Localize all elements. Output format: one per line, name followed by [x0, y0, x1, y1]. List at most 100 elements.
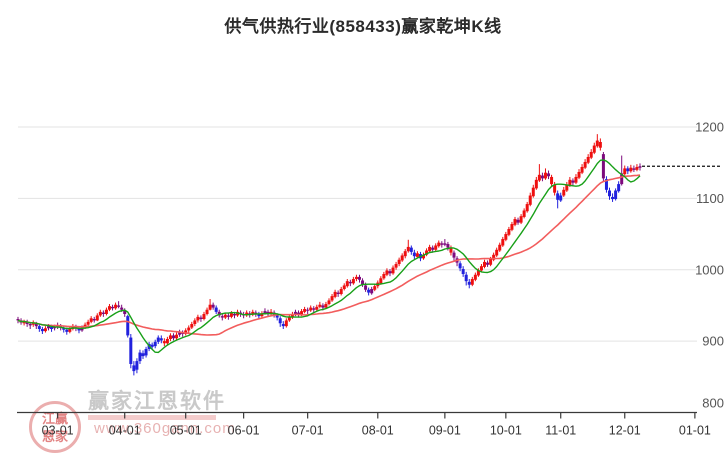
candle-body: [114, 304, 118, 309]
candle-body: [229, 313, 233, 317]
candle-body: [391, 267, 395, 274]
candle-body: [290, 314, 294, 318]
candle-body: [403, 251, 407, 257]
candle-body: [107, 306, 111, 310]
candle-body: [300, 311, 304, 315]
candle-body: [98, 311, 102, 316]
x-axis-label: 11-01: [545, 424, 576, 438]
y-axis-label: 1200: [695, 120, 724, 135]
candle-body: [373, 286, 377, 290]
candle-body: [409, 247, 413, 252]
candle-body: [354, 276, 358, 280]
candle-body: [165, 338, 169, 344]
candle-body: [562, 189, 566, 196]
candle-body: [626, 168, 630, 172]
candle-body: [559, 195, 563, 201]
candle-body: [303, 309, 307, 312]
candle-body: [589, 151, 593, 158]
candle-body: [68, 328, 72, 332]
candle-body: [159, 338, 163, 341]
candle-body: [65, 329, 69, 332]
candle-body: [266, 311, 270, 315]
candle-body: [385, 270, 389, 275]
candle-body: [382, 274, 386, 279]
candle-body: [342, 285, 346, 290]
candle-body: [223, 314, 227, 318]
candle-body: [577, 171, 581, 178]
candle-body: [156, 337, 160, 342]
candle-body: [437, 242, 441, 247]
candle-body: [104, 309, 108, 315]
ma-fast-line: [17, 159, 641, 354]
candle-body: [367, 289, 371, 293]
candle-body: [321, 305, 325, 308]
candle-body: [598, 141, 602, 148]
candle-body: [412, 252, 416, 257]
candle-body: [217, 311, 221, 316]
candle-body: [205, 309, 209, 315]
candle-body: [601, 154, 605, 179]
candle-body: [550, 176, 554, 185]
candle-body: [327, 300, 331, 305]
candle-body: [50, 326, 54, 329]
candle-body: [232, 314, 236, 316]
candle-body: [415, 253, 419, 257]
candle-body: [214, 307, 218, 312]
candle-body: [482, 261, 486, 267]
candle-body: [211, 304, 215, 308]
candle-body: [394, 264, 398, 268]
candle-body: [120, 307, 124, 310]
candle-body: [540, 175, 544, 179]
candle-body: [495, 249, 499, 256]
candle-body: [504, 234, 508, 240]
x-axis-label: 08-01: [362, 424, 394, 438]
candle-body: [357, 276, 361, 280]
candle-body: [287, 316, 291, 321]
x-axis-label: 06-01: [228, 424, 260, 438]
candle-body: [46, 326, 50, 329]
x-axis-label: 10-01: [490, 424, 522, 438]
candle-body: [620, 173, 624, 185]
candle-body: [364, 285, 368, 290]
candle-body: [431, 247, 435, 250]
candle-body: [522, 210, 526, 217]
candle-body: [580, 166, 584, 173]
candle-body: [34, 323, 38, 327]
candle-body: [556, 193, 560, 200]
candle-body: [309, 307, 313, 311]
candle-body: [284, 320, 288, 327]
candle-body: [31, 323, 35, 325]
candle-body: [513, 219, 517, 225]
candle-body: [638, 166, 642, 168]
candle-body: [199, 317, 203, 319]
candle-body: [361, 280, 365, 285]
candle-body: [150, 344, 154, 347]
candle-body: [467, 281, 471, 285]
candle-body: [553, 184, 557, 193]
ma-slow-line: [17, 174, 641, 336]
candle-body: [162, 341, 166, 344]
x-axis-label: 05-01: [170, 424, 202, 438]
candle-body: [226, 315, 230, 317]
candle-body: [111, 306, 115, 309]
candle-body: [171, 335, 175, 339]
watermark-logo-text-bottom: 恩家: [41, 428, 68, 444]
candle-body: [388, 271, 392, 274]
candle-body: [608, 190, 612, 197]
candle-body: [434, 245, 438, 250]
candle-body: [525, 204, 529, 212]
candle-body: [565, 184, 569, 191]
candle-body: [516, 219, 520, 223]
candle-body: [95, 315, 99, 321]
candle-body: [168, 335, 172, 339]
candle-body: [40, 328, 44, 332]
candle-body: [592, 145, 596, 153]
candle-body: [153, 341, 157, 347]
candle-body: [595, 140, 599, 147]
candle-body: [571, 180, 575, 183]
watermark-url: www.360gann.com: [94, 420, 236, 437]
candle-body: [25, 321, 29, 324]
watermark-underline: [88, 415, 216, 420]
candle-body: [132, 365, 136, 372]
